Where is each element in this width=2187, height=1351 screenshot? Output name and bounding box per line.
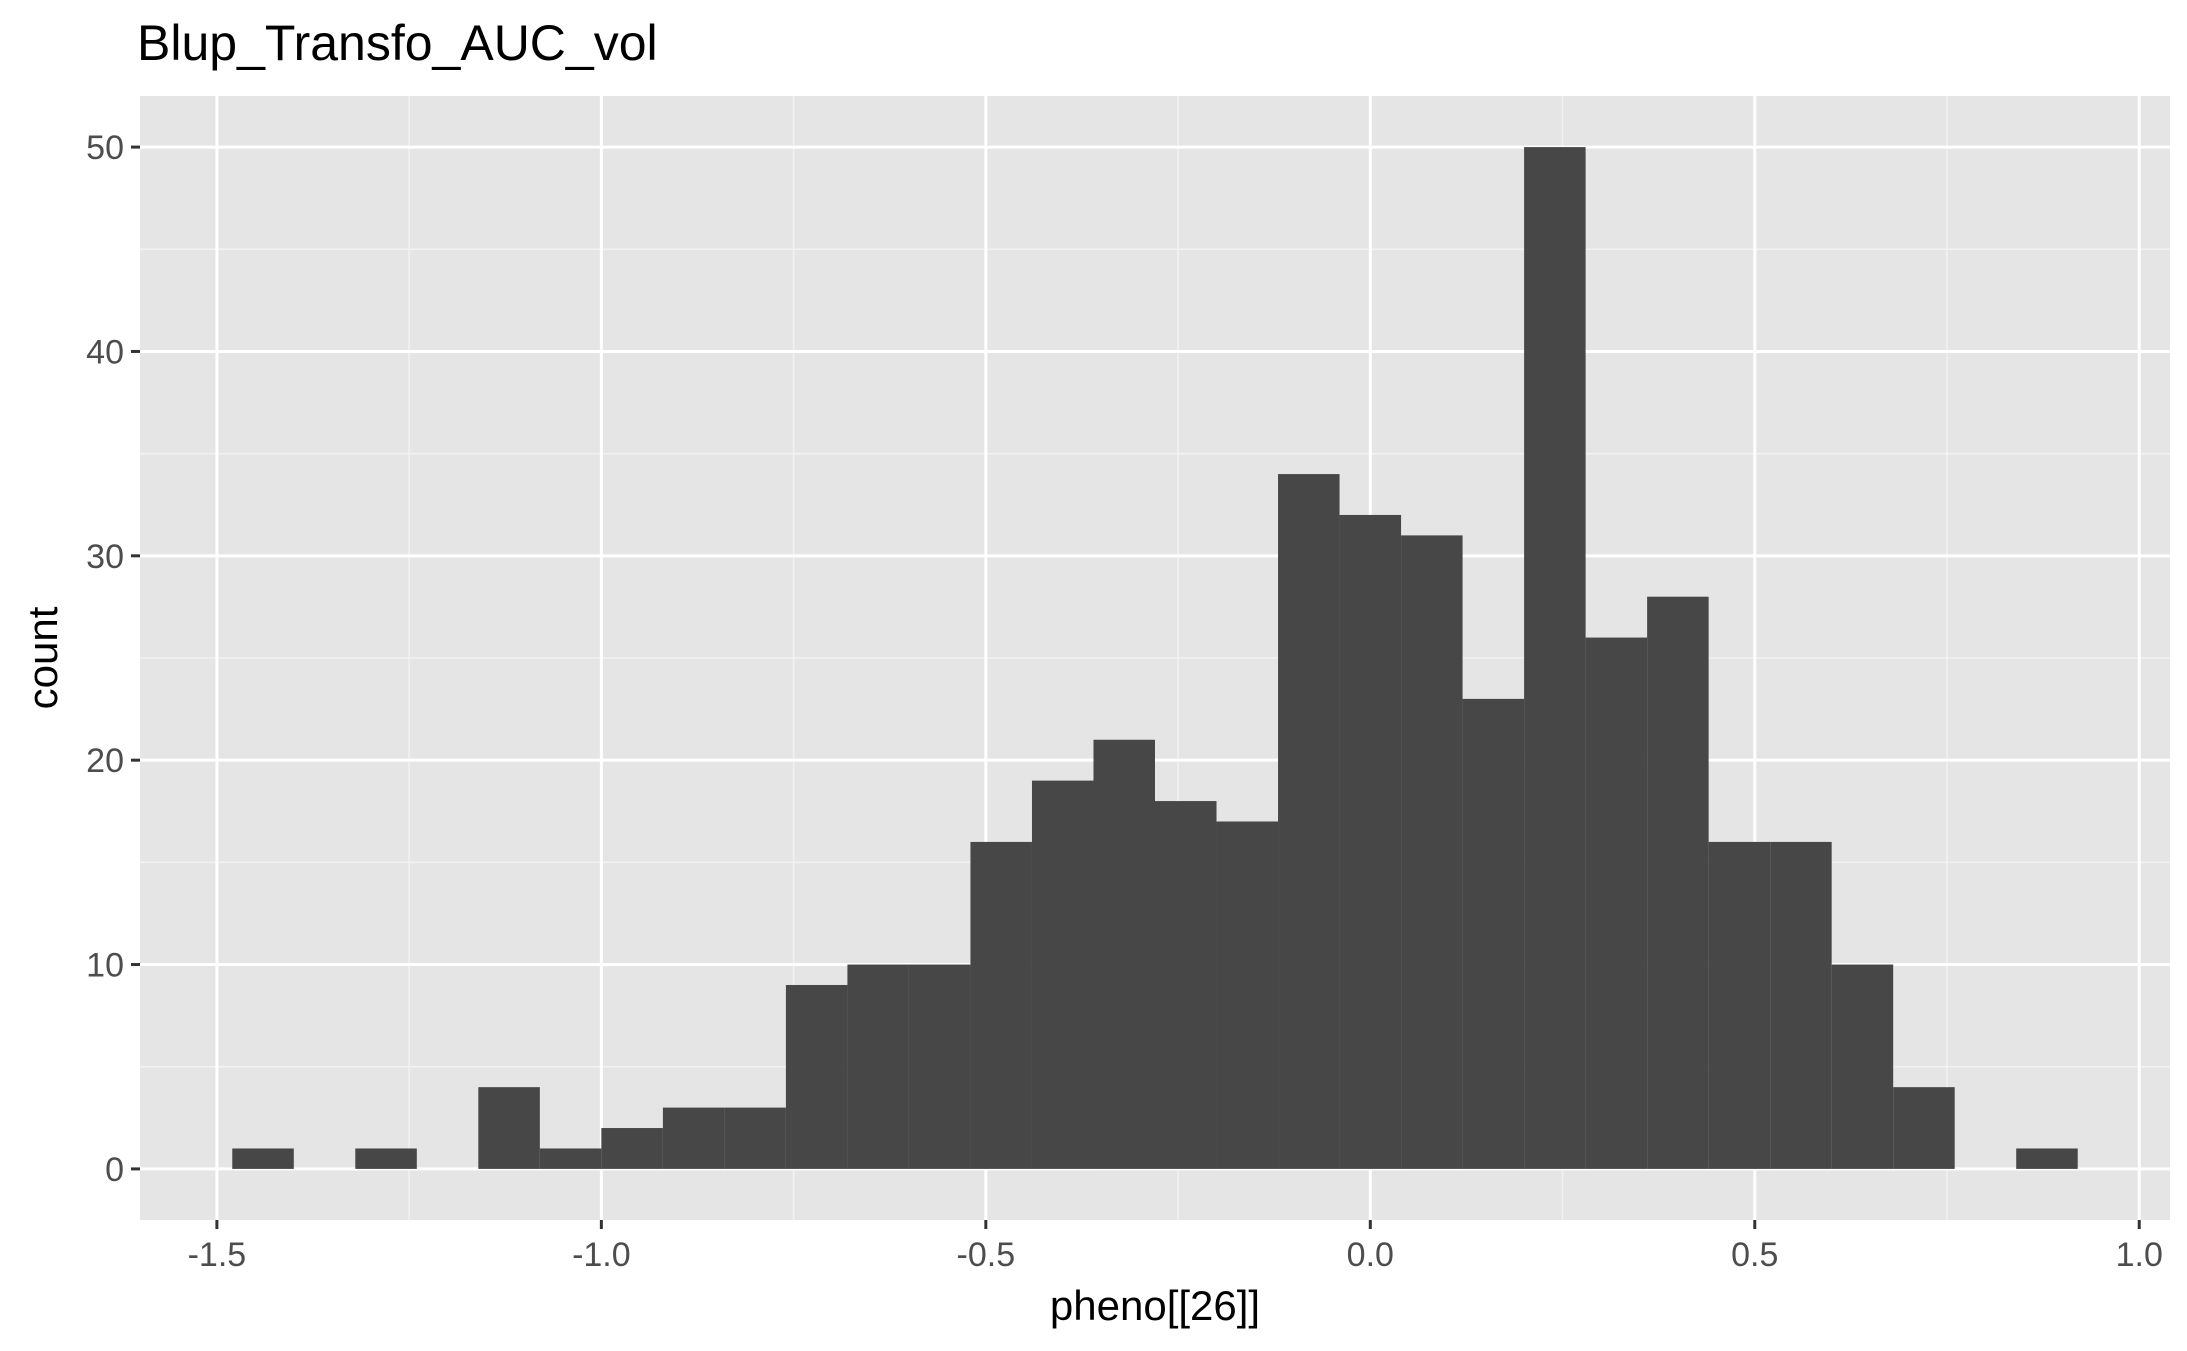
- histogram-bar: [478, 1087, 540, 1169]
- histogram-bar: [970, 841, 1032, 1169]
- histogram-bars: [232, 147, 2078, 1169]
- histogram-bar: [1647, 596, 1709, 1169]
- histogram-bar: [1339, 514, 1402, 1169]
- histogram-bar: [539, 1148, 602, 1169]
- y-tick-label: 10: [86, 947, 124, 985]
- y-axis: 0 10 20 30 40 50: [86, 129, 140, 1189]
- histogram-bar: [847, 964, 909, 1169]
- histogram-bar: [232, 1148, 294, 1169]
- x-axis-title: pheno[[26]]: [1050, 1282, 1260, 1329]
- histogram-bar: [355, 1148, 417, 1169]
- x-axis: -1.5 -1.0 -0.5 0.0 0.5 1.0: [188, 1220, 2163, 1274]
- x-tick-label: 0.5: [1731, 1236, 1778, 1274]
- histogram-bar: [2016, 1148, 2078, 1169]
- histogram-bar: [1031, 780, 1094, 1169]
- y-axis-title: count: [19, 606, 66, 709]
- histogram-bar: [601, 1128, 663, 1169]
- histogram-bar: [1831, 964, 1894, 1169]
- histogram-bar: [1401, 535, 1463, 1169]
- histogram-bar: [1216, 821, 1279, 1169]
- x-tick-label: 1.0: [2116, 1236, 2163, 1274]
- histogram-bar: [662, 1107, 725, 1169]
- y-tick-label: 20: [86, 742, 124, 780]
- histogram-bar: [1462, 698, 1525, 1169]
- histogram-bar: [1893, 1087, 1955, 1169]
- histogram-bar: [785, 984, 848, 1169]
- x-tick-label: 0.0: [1347, 1236, 1394, 1274]
- histogram-bar: [908, 964, 971, 1169]
- histogram-bar: [1585, 637, 1648, 1169]
- histogram-bar: [1093, 739, 1155, 1169]
- chart-title: Blup_Transfo_AUC_vol: [137, 15, 658, 71]
- y-tick-label: 0: [105, 1151, 124, 1189]
- histogram-bar: [1708, 841, 1771, 1169]
- histogram-bar: [724, 1107, 786, 1169]
- y-tick-label: 30: [86, 538, 124, 576]
- x-tick-label: -0.5: [957, 1236, 1016, 1274]
- histogram-bar: [1155, 801, 1217, 1169]
- histogram-bar: [1524, 147, 1586, 1169]
- x-tick-label: -1.0: [572, 1236, 631, 1274]
- y-tick-label: 50: [86, 129, 124, 167]
- x-tick-label: -1.5: [188, 1236, 247, 1274]
- histogram-bar: [1770, 841, 1832, 1169]
- histogram-bar: [1278, 474, 1340, 1169]
- y-tick-label: 40: [86, 333, 124, 371]
